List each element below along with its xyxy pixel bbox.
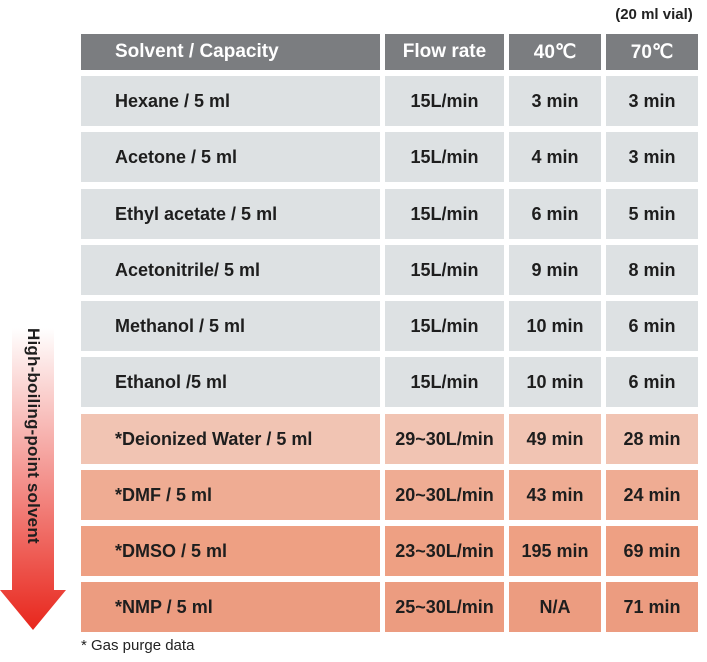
footnote: * Gas purge data bbox=[81, 637, 195, 654]
time-70c-cell: 3 min bbox=[606, 132, 698, 182]
time-70c-cell: 5 min bbox=[606, 189, 698, 239]
flow-rate-cell: 15L/min bbox=[385, 357, 504, 407]
time-40c-cell: 10 min bbox=[509, 357, 601, 407]
flow-rate-cell: 15L/min bbox=[385, 189, 504, 239]
time-70c-cell: 6 min bbox=[606, 357, 698, 407]
solvent-cell: Methanol / 5 ml bbox=[81, 301, 380, 351]
time-70c-cell: 6 min bbox=[606, 301, 698, 351]
time-70c-cell: 28 min bbox=[606, 414, 698, 464]
arrow-label: High-boiling-point solvent bbox=[24, 328, 43, 544]
time-40c-cell: 43 min bbox=[509, 470, 601, 520]
vial-note: (20 ml vial) bbox=[615, 6, 693, 23]
flow-rate-cell: 15L/min bbox=[385, 245, 504, 295]
time-40c-cell: N/A bbox=[509, 582, 601, 632]
boiling-point-arrow: High-boiling-point solvent bbox=[0, 328, 66, 630]
time-70c-cell: 71 min bbox=[606, 582, 698, 632]
header-40c: 40℃ bbox=[509, 34, 601, 70]
solvent-cell: Hexane / 5 ml bbox=[81, 76, 380, 126]
time-70c-cell: 3 min bbox=[606, 76, 698, 126]
solvent-cell: Ethyl acetate / 5 ml bbox=[81, 189, 380, 239]
flow-rate-cell: 23~30L/min bbox=[385, 526, 504, 576]
flow-rate-cell: 15L/min bbox=[385, 301, 504, 351]
time-40c-cell: 49 min bbox=[509, 414, 601, 464]
solvent-cell: *Deionized Water / 5 ml bbox=[81, 414, 380, 464]
flow-rate-cell: 25~30L/min bbox=[385, 582, 504, 632]
time-70c-cell: 24 min bbox=[606, 470, 698, 520]
solvent-cell: Acetonitrile/ 5 ml bbox=[81, 245, 380, 295]
solvent-cell: *DMSO / 5 ml bbox=[81, 526, 380, 576]
time-40c-cell: 9 min bbox=[509, 245, 601, 295]
flow-rate-cell: 20~30L/min bbox=[385, 470, 504, 520]
time-40c-cell: 4 min bbox=[509, 132, 601, 182]
header-70c: 70℃ bbox=[606, 34, 698, 70]
time-70c-cell: 8 min bbox=[606, 245, 698, 295]
flow-rate-cell: 29~30L/min bbox=[385, 414, 504, 464]
solvent-cell: *DMF / 5 ml bbox=[81, 470, 380, 520]
header-flow-rate: Flow rate bbox=[385, 34, 504, 70]
flow-rate-cell: 15L/min bbox=[385, 76, 504, 126]
header-solvent: Solvent / Capacity bbox=[81, 34, 380, 70]
time-40c-cell: 6 min bbox=[509, 189, 601, 239]
time-40c-cell: 195 min bbox=[509, 526, 601, 576]
solvent-cell: Acetone / 5 ml bbox=[81, 132, 380, 182]
time-70c-cell: 69 min bbox=[606, 526, 698, 576]
arrow-down-icon bbox=[0, 328, 66, 630]
solvent-cell: *NMP / 5 ml bbox=[81, 582, 380, 632]
time-40c-cell: 3 min bbox=[509, 76, 601, 126]
flow-rate-cell: 15L/min bbox=[385, 132, 504, 182]
time-40c-cell: 10 min bbox=[509, 301, 601, 351]
solvent-cell: Ethanol /5 ml bbox=[81, 357, 380, 407]
